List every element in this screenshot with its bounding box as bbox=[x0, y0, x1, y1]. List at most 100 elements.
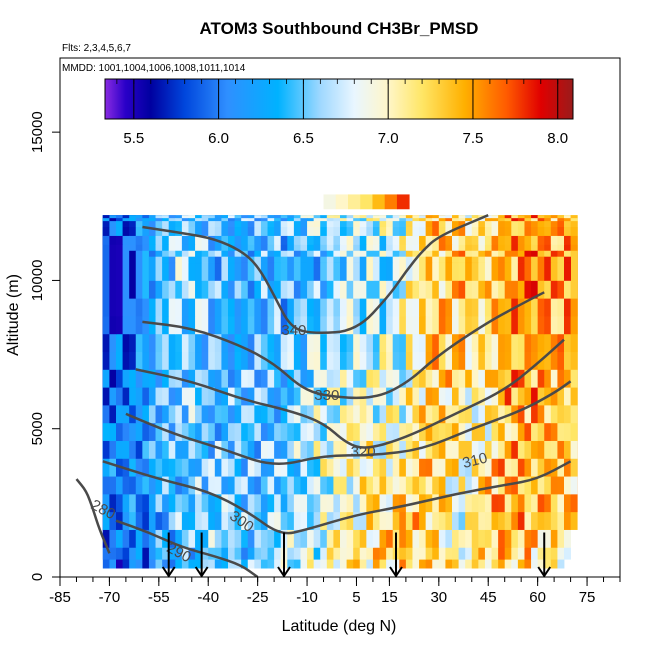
heatmap-cell bbox=[142, 250, 150, 299]
heatmap-top-strip-cell bbox=[323, 194, 337, 210]
heatmap-cell bbox=[366, 256, 374, 281]
heatmap-cell bbox=[260, 256, 268, 281]
x-tick-label: 75 bbox=[579, 589, 596, 606]
heatmap-cell bbox=[274, 256, 282, 281]
x-tick-label: 45 bbox=[480, 589, 497, 606]
contour-label-340: 340 bbox=[281, 322, 306, 339]
heatmap-cell bbox=[340, 256, 347, 281]
heatmap-cell bbox=[228, 256, 235, 281]
contour-line-320 bbox=[135, 338, 565, 449]
heatmap-cell bbox=[517, 256, 525, 281]
heatmap-cell bbox=[148, 256, 156, 281]
contour-label-320: 320 bbox=[351, 443, 376, 460]
x-tick-label: 5 bbox=[352, 589, 360, 606]
colorbar-tick-label: 7.5 bbox=[463, 130, 484, 147]
heatmap-cell bbox=[241, 256, 249, 281]
heatmap-cell bbox=[478, 256, 486, 281]
heatmap-cell bbox=[135, 250, 143, 299]
heatmap-cell bbox=[432, 256, 440, 281]
heatmap-cell bbox=[129, 250, 137, 299]
x-axis: -85 -70 -55 -40 -25 -10 5 15 30 45 60 75 bbox=[49, 577, 621, 606]
y-tick-label: 15000 bbox=[29, 111, 46, 153]
heatmap-cell bbox=[201, 256, 209, 281]
contour-line-340 bbox=[142, 214, 489, 335]
flight-marker-arrow bbox=[389, 532, 403, 578]
heatmap-cell bbox=[221, 256, 229, 281]
heatmap-cell bbox=[438, 256, 446, 281]
heatmap-cell bbox=[326, 256, 334, 281]
x-tick-label: -40 bbox=[197, 589, 219, 606]
heatmap-cell bbox=[168, 256, 176, 281]
contour-line-300 bbox=[102, 460, 572, 535]
x-tick-label: 30 bbox=[430, 589, 447, 606]
y-axis-label: Altitude (m) bbox=[5, 274, 22, 356]
heatmap-cell bbox=[155, 256, 163, 281]
heatmap-cell bbox=[102, 244, 110, 317]
heatmap-cell bbox=[307, 256, 315, 281]
y-tick-label: 0 bbox=[29, 573, 46, 581]
heatmap-cell bbox=[188, 256, 196, 281]
heatmap-cell bbox=[372, 256, 380, 281]
heatmap-cell bbox=[425, 256, 433, 281]
flight-marker-arrow bbox=[537, 532, 552, 578]
heatmap-cell bbox=[359, 256, 367, 281]
heatmap-cell bbox=[524, 256, 532, 281]
x-axis-label: Latitude (deg N) bbox=[282, 618, 397, 635]
x-tick-label: -70 bbox=[99, 589, 121, 606]
heatmap-cell bbox=[564, 256, 571, 281]
heatmap-cell bbox=[300, 256, 308, 281]
heatmap-cell bbox=[287, 256, 295, 281]
heatmap-cell bbox=[116, 244, 123, 317]
heatmap-cell bbox=[557, 256, 565, 281]
heatmap-cell bbox=[537, 256, 545, 281]
heatmap-cell bbox=[484, 256, 492, 281]
heatmap-cell bbox=[445, 256, 453, 281]
heatmap-cell bbox=[234, 256, 242, 281]
contour-label-310: 310 bbox=[461, 450, 489, 473]
flight-marker-arrow bbox=[277, 532, 291, 578]
contour-label-330: 330 bbox=[314, 387, 339, 404]
y-tick-label: 10000 bbox=[29, 260, 46, 302]
heatmap-cell bbox=[181, 256, 189, 281]
x-tick-label: 60 bbox=[529, 589, 546, 606]
flight-marker-arrow bbox=[194, 532, 209, 578]
heatmap-cell bbox=[293, 256, 301, 281]
heatmap-cell bbox=[471, 256, 479, 281]
heatmap-top-strip-cell bbox=[384, 194, 398, 210]
heatmap-cell bbox=[531, 256, 539, 281]
contour-line-330 bbox=[142, 291, 545, 400]
heatmap-cell bbox=[346, 256, 354, 281]
heatmap-top-strip-cell bbox=[348, 194, 361, 210]
colorbar-tick-label: 6.0 bbox=[208, 130, 229, 147]
heatmap-cell bbox=[109, 244, 117, 317]
heatmap-cell bbox=[452, 256, 459, 281]
dates-note: MMDD: 1001,1004,1006,1008,1011,1014 bbox=[62, 63, 246, 74]
flight-marker-arrow bbox=[161, 532, 176, 578]
heatmap-cell bbox=[570, 250, 578, 299]
heatmap-cell bbox=[175, 256, 183, 281]
heatmap-top-strip-cell bbox=[360, 194, 373, 210]
y-axis: 0 5000 10000 15000 bbox=[29, 111, 60, 581]
heatmap-cell bbox=[379, 256, 387, 281]
heatmap-cell bbox=[550, 256, 558, 281]
heatmap-cell bbox=[544, 256, 552, 281]
heatmap-cell bbox=[353, 256, 361, 281]
heatmap-top-strip-cell bbox=[335, 194, 349, 210]
heatmap-top-strip-cell bbox=[396, 194, 410, 210]
heatmap-cell bbox=[465, 256, 473, 281]
x-tick-label: -10 bbox=[296, 589, 318, 606]
flights-note: Flts: 2,3,4,5,6,7 bbox=[62, 43, 131, 54]
heatmap-cell bbox=[412, 256, 420, 281]
chart-title: ATOM3 Southbound CH3Br_PMSD bbox=[200, 19, 479, 38]
contour-line-310 bbox=[125, 380, 572, 465]
colorbar: 5.5 6.0 6.5 7.0 7.5 8.0 bbox=[104, 78, 574, 147]
x-tick-label: -55 bbox=[148, 589, 170, 606]
flight-markers bbox=[161, 532, 552, 578]
heatmap-cell bbox=[247, 256, 255, 281]
colorbar-tick-label: 5.5 bbox=[123, 130, 144, 147]
heatmap-cell bbox=[458, 256, 466, 281]
heatmap-cell bbox=[320, 256, 328, 281]
colorbar-tick-label: 8.0 bbox=[547, 130, 568, 147]
heatmap-cell bbox=[267, 256, 275, 281]
